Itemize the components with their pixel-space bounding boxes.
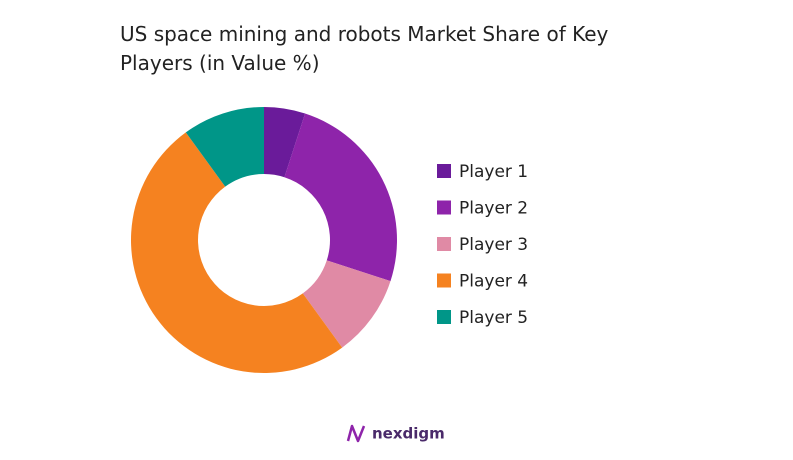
donut-slice bbox=[185, 107, 264, 187]
legend-swatch bbox=[437, 200, 451, 215]
legend-swatch bbox=[437, 273, 451, 288]
donut-slice bbox=[284, 113, 397, 282]
legend-swatch bbox=[437, 164, 451, 178]
brand-name: nexdigm bbox=[372, 425, 445, 443]
donut-slice bbox=[131, 132, 343, 373]
chart-title: US space mining and robots Market Share … bbox=[120, 22, 609, 75]
legend-label: Player 4 bbox=[459, 272, 528, 292]
donut-slice bbox=[264, 107, 306, 178]
donut-slice bbox=[302, 260, 391, 348]
brand-logo: nexdigm bbox=[346, 424, 445, 443]
logo-icon bbox=[346, 424, 366, 443]
legend-swatch bbox=[437, 237, 451, 251]
legend-label: Player 1 bbox=[459, 162, 528, 182]
legend-label: Player 5 bbox=[459, 308, 528, 328]
legend-label: Player 2 bbox=[459, 199, 528, 219]
legend-swatch bbox=[437, 310, 451, 324]
legend-label: Player 3 bbox=[459, 235, 528, 255]
